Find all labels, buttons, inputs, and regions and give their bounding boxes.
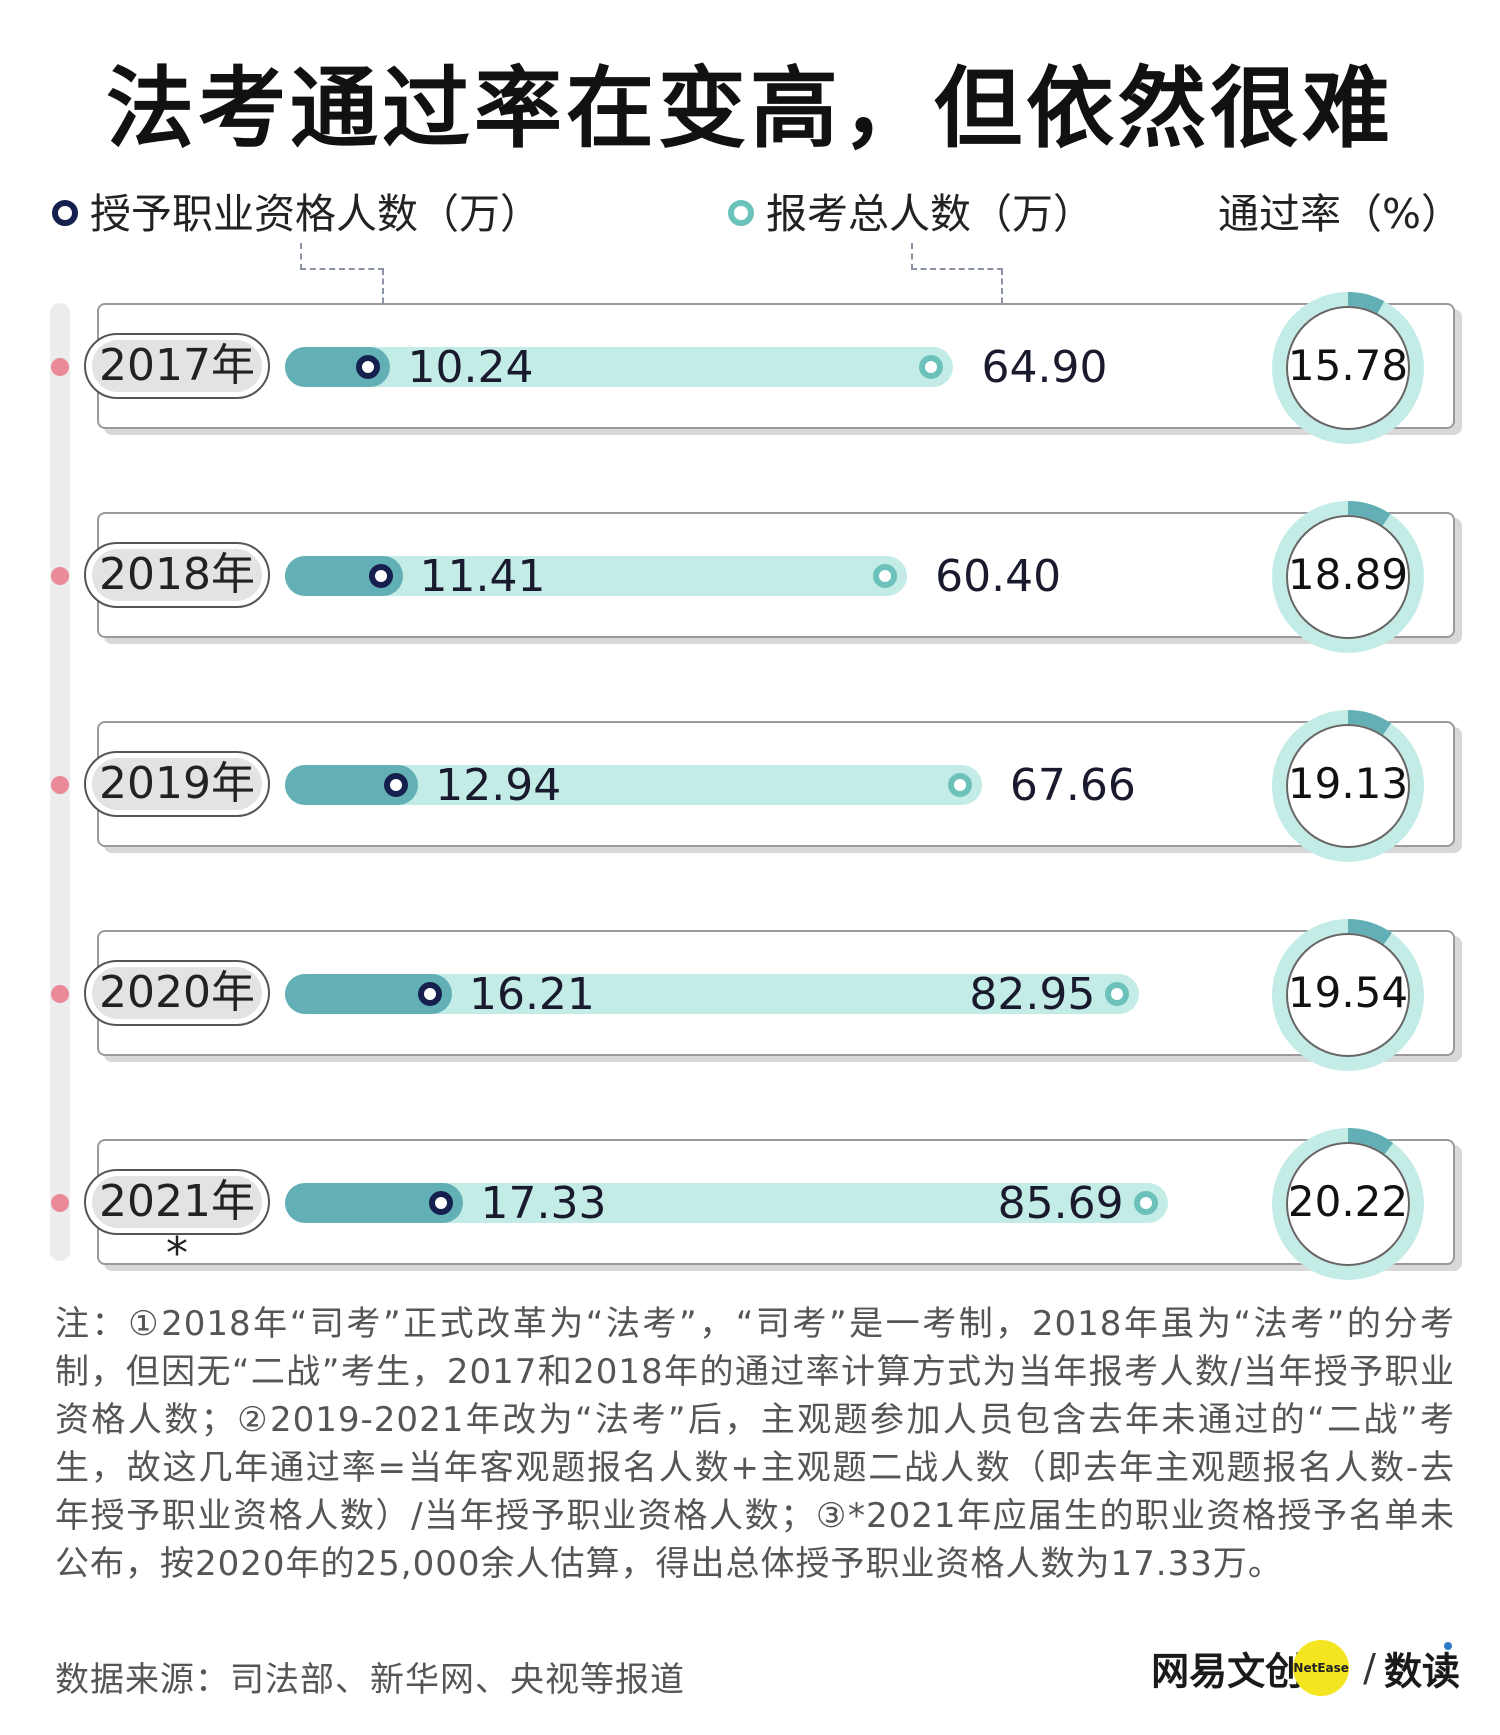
total-marker	[1105, 982, 1130, 1006]
chart-row: 2017年 10.24 64.90 15.78	[0, 292, 1500, 444]
total-marker	[1133, 1191, 1158, 1215]
legend-granted-label: 授予职业资格人数（万）	[90, 190, 541, 238]
legend-total-label: 报考总人数（万）	[766, 190, 1094, 238]
timeline-dot	[51, 567, 69, 585]
footnotes: 注：①2018年“司考”正式改革为“法考”，“司考”是一考制，2018年虽为“法…	[55, 1304, 1455, 1584]
year-label: 2020年	[92, 967, 262, 1019]
legend-guide-granted-a	[300, 243, 384, 270]
year-label: 2021年*	[92, 1176, 262, 1279]
total-value-label: 82.95	[969, 969, 1096, 1020]
brand-sub: 数读	[1383, 1649, 1460, 1694]
data-source: 数据来源：司法部、新华网、央视等报道	[55, 1660, 685, 1700]
granted-marker	[368, 564, 393, 588]
blue-dot-icon	[1444, 1642, 1452, 1650]
granted-marker	[384, 773, 409, 797]
year-label: 2019年	[92, 758, 262, 810]
chart-row: 2019年 12.94 67.66 19.13	[0, 710, 1500, 862]
pass-rate-ring	[1272, 1128, 1424, 1280]
total-value-label: 85.69	[997, 1178, 1124, 1229]
total-marker	[873, 564, 898, 588]
brand-badge: NetEase	[1293, 1640, 1350, 1696]
granted-marker	[429, 1191, 454, 1215]
legend-total: 报考总人数（万）	[728, 180, 1094, 240]
pass-rate-label: 15.78	[1287, 341, 1409, 390]
legend-rate-label: 通过率（%）	[1218, 190, 1462, 238]
brand-logo: 网易文创NetEase / 数读	[1151, 1640, 1460, 1700]
granted-value-label: 16.21	[468, 969, 595, 1020]
pass-rate-label: 20.22	[1287, 1177, 1409, 1226]
timeline-dot	[51, 1194, 69, 1212]
brand-slash: /	[1363, 1646, 1376, 1690]
granted-value-label: 11.41	[419, 551, 546, 602]
ring-arc	[1272, 919, 1424, 1071]
granted-value-label: 17.33	[480, 1178, 607, 1229]
page-title: 法考通过率在变高，但依然很难	[105, 57, 1394, 160]
ring-inner	[1286, 515, 1410, 639]
chart-row: 2018年 11.41 60.40 18.89	[0, 501, 1500, 653]
pass-rate-label: 19.54	[1287, 968, 1409, 1017]
ring-arc	[1272, 501, 1424, 653]
brand-name: 网易文创	[1151, 1649, 1304, 1694]
navy-circle-icon	[52, 200, 78, 226]
ring-inner	[1286, 306, 1410, 430]
pass-rate-label: 18.89	[1287, 550, 1409, 599]
timeline-dot	[51, 985, 69, 1003]
legend-granted: 授予职业资格人数（万）	[52, 180, 541, 240]
granted-marker	[417, 982, 442, 1006]
chart-row: 2020年 16.21 82.95 19.54	[0, 919, 1500, 1071]
ring-inner	[1286, 724, 1410, 848]
ring-arc	[1272, 1128, 1424, 1280]
legend-guide-total-a	[911, 243, 1003, 270]
year-label: 2017年	[92, 340, 262, 392]
total-marker	[919, 355, 944, 379]
total-value-label: 64.90	[981, 342, 1108, 393]
pass-rate-ring	[1272, 501, 1424, 653]
legend-rate: 通过率（%）	[1218, 180, 1462, 240]
timeline-dot	[51, 776, 69, 794]
pass-rate-label: 19.13	[1287, 759, 1409, 808]
total-marker	[947, 773, 972, 797]
pass-rate-ring	[1272, 710, 1424, 862]
timeline-dot	[51, 358, 69, 376]
teal-circle-icon	[728, 200, 754, 226]
pass-rate-ring	[1272, 919, 1424, 1071]
year-label: 2018年	[92, 549, 262, 601]
ring-arc	[1272, 710, 1424, 862]
total-value-label: 60.40	[935, 551, 1062, 602]
total-value-label: 67.66	[1009, 760, 1136, 811]
pass-rate-ring	[1272, 292, 1424, 444]
granted-marker	[356, 355, 381, 379]
ring-inner	[1286, 1142, 1410, 1266]
chart-row: 2021年* 17.33 85.69 20.22	[0, 1128, 1500, 1280]
granted-value-label: 10.24	[407, 342, 534, 393]
bar-total	[285, 347, 954, 387]
granted-value-label: 12.94	[435, 760, 562, 811]
ring-arc	[1272, 292, 1424, 444]
ring-inner	[1286, 933, 1410, 1057]
